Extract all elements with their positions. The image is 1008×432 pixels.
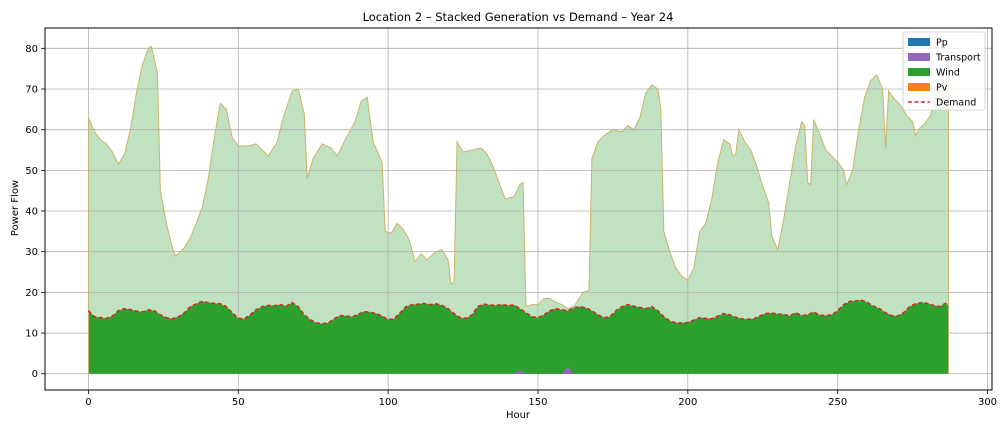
x-tick-label: 100	[379, 397, 398, 408]
y-tick-label: 20	[25, 288, 38, 299]
legend-label-transport: Transport	[935, 53, 981, 64]
plot-frame	[44, 27, 993, 391]
x-tick-label: 250	[828, 397, 847, 408]
y-axis-label: Power Flow	[10, 180, 21, 236]
legend-swatch-pp	[908, 38, 930, 46]
y-tick-label: 60	[25, 125, 38, 136]
chart-title: Location 2 – Stacked Generation vs Deman…	[363, 10, 674, 24]
legend-label-pp: Pp	[936, 38, 948, 49]
x-axis-label: Hour	[506, 410, 531, 421]
wind-area	[88, 300, 949, 374]
x-tick-label: 0	[85, 397, 91, 408]
legend-swatch-transport	[908, 53, 930, 61]
y-tick-label: 0	[32, 369, 38, 380]
y-tick-label: 70	[25, 85, 38, 96]
x-tick-label: 200	[678, 397, 697, 408]
legend-label-demand: Demand	[936, 98, 976, 109]
legend-label-wind: Wind	[936, 68, 960, 79]
legend: Pp Transport Wind Pv Demand	[902, 31, 986, 111]
x-tick-label: 300	[978, 397, 997, 408]
y-tick-label: 80	[25, 44, 38, 55]
y-tick-label: 10	[25, 329, 38, 340]
y-tick-label: 30	[25, 247, 38, 258]
y-tick-label: 40	[25, 207, 38, 218]
legend-label-pv: Pv	[936, 83, 948, 94]
plot-area: 0 50 100 150 200 250 300 0 10 20 30 40 50 60 70 80	[25, 27, 997, 408]
y-tick-label: 50	[25, 166, 38, 177]
x-tick-label: 150	[528, 397, 547, 408]
excess-generation-area	[88, 46, 949, 374]
x-tick-label: 50	[232, 397, 245, 408]
legend-swatch-pv	[908, 83, 930, 91]
generation-outline	[87, 45, 950, 374]
legend-swatch-wind	[908, 68, 930, 76]
